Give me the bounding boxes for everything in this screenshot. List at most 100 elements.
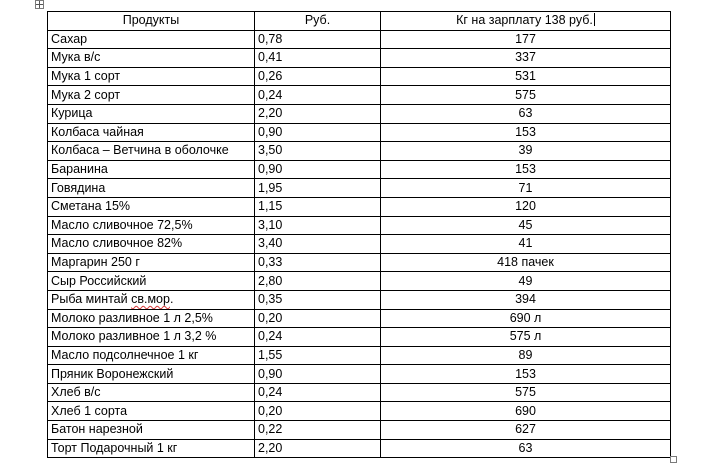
product-cell[interactable]: Колбаса чайная [47,122,255,143]
amount-cell[interactable]: 690 л [380,308,671,329]
amount-cell[interactable]: 575 [380,85,671,105]
table-row: Масло сливочное 72,5% 3,10 45 [47,215,671,236]
amount-cell[interactable]: 71 [380,178,671,198]
product-cell[interactable]: Масло подсолнечное 1 кг [47,345,255,366]
table-row: Сыр Российский 2,80 49 [47,271,671,291]
price-cell[interactable]: 0,35 [254,289,381,310]
price-cell[interactable]: 3,10 [254,215,381,236]
amount-cell[interactable]: 49 [380,271,671,291]
header-amount[interactable]: Кг на зарплату 138 руб. [380,11,671,31]
amount-cell[interactable]: 531 [380,66,671,87]
amount-cell[interactable]: 153 [380,122,671,143]
amount-cell[interactable]: 120 [380,196,671,217]
amount-cell[interactable]: 153 [380,364,671,384]
price-cell[interactable]: 1,15 [254,196,381,217]
price-cell[interactable]: 0,22 [254,420,381,440]
table-row: Говядина 1,95 71 [47,178,671,198]
amount-cell[interactable]: 39 [380,141,671,161]
header-price[interactable]: Руб. [254,11,381,31]
table-row: Масло подсолнечное 1 кг 1,55 89 [47,345,671,366]
header-products[interactable]: Продукты [47,11,255,31]
product-cell[interactable]: Баранина [47,159,255,180]
move-icon [36,1,43,8]
amount-cell[interactable]: 627 [380,420,671,440]
table-row: Маргарин 250 г 0,33 418 пачек [47,252,671,273]
amount-cell[interactable]: 575 [380,382,671,403]
amount-cell[interactable]: 45 [380,215,671,236]
price-cell[interactable]: 0,24 [254,327,381,347]
price-cell[interactable]: 0,90 [254,159,381,180]
amount-cell[interactable]: 89 [380,345,671,366]
price-cell[interactable]: 2,20 [254,438,381,459]
table-row: Масло сливочное 82% 3,40 41 [47,234,671,254]
table-row: Колбаса – Ветчина в оболочке 3,50 39 [47,141,671,161]
table-move-handle[interactable] [35,0,44,9]
table-row: Рыба минтай св.мор. 0,35 394 [47,289,671,310]
table-row: Баранина 0,90 153 [47,159,671,180]
price-cell[interactable]: 0,90 [254,122,381,143]
product-cell[interactable]: Говядина [47,178,255,198]
product-cell[interactable]: Мука 2 сорт [47,85,255,105]
amount-cell[interactable]: 690 [380,401,671,422]
price-cell[interactable]: 0,24 [254,382,381,403]
price-cell[interactable]: 0,26 [254,66,381,87]
misspelled-word: св.мор [131,292,170,307]
product-cell[interactable]: Батон нарезной [47,420,255,440]
product-cell[interactable]: Сахар [47,29,255,50]
product-cell[interactable]: Сыр Российский [47,271,255,291]
amount-cell[interactable]: 41 [380,234,671,254]
table-row: Батон нарезной 0,22 627 [47,420,671,440]
table-row: Пряник Воронежский 0,90 153 [47,364,671,384]
amount-cell[interactable]: 177 [380,29,671,50]
product-text-suffix: . [169,292,174,307]
amount-cell[interactable]: 63 [380,103,671,124]
table-row: Молоко разливное 1 л 2,5% 0,20 690 л [47,308,671,329]
amount-cell[interactable]: 418 пачек [380,252,671,273]
product-cell[interactable]: Мука 1 сорт [47,66,255,87]
amount-cell[interactable]: 63 [380,438,671,459]
price-cell[interactable]: 0,24 [254,85,381,105]
price-cell[interactable]: 1,55 [254,345,381,366]
table-row: Мука 2 сорт 0,24 575 [47,85,671,105]
table-row: Молоко разливное 1 л 3,2 % 0,24 575 л [47,327,671,347]
price-cell[interactable]: 0,90 [254,364,381,384]
price-cell[interactable]: 3,50 [254,141,381,161]
table-row: Сметана 15% 1,15 120 [47,196,671,217]
price-cell[interactable]: 0,33 [254,252,381,273]
price-cell[interactable]: 3,40 [254,234,381,254]
product-cell[interactable]: Масло сливочное 82% [47,234,255,254]
table-header-row: Продукты Руб. Кг на зарплату 138 руб. [47,11,671,31]
product-cell[interactable]: Молоко разливное 1 л 2,5% [47,308,255,329]
product-cell[interactable]: Хлеб в/с [47,382,255,403]
price-cell[interactable]: 0,20 [254,401,381,422]
price-cell[interactable]: 1,95 [254,178,381,198]
amount-cell[interactable]: 337 [380,48,671,68]
table-row: Курица 2,20 63 [47,103,671,124]
table-row: Мука 1 сорт 0,26 531 [47,66,671,87]
product-cell[interactable]: Колбаса – Ветчина в оболочке [47,141,255,161]
product-cell[interactable]: Мука в/с [47,48,255,68]
product-cell[interactable]: Курица [47,103,255,124]
price-table: Продукты Руб. Кг на зарплату 138 руб. Са… [47,11,671,459]
product-cell[interactable]: Торт Подарочный 1 кг [47,438,255,459]
product-cell[interactable]: Молоко разливное 1 л 3,2 % [47,327,255,347]
price-cell[interactable]: 2,20 [254,103,381,124]
product-cell[interactable]: Пряник Воронежский [47,364,255,384]
amount-cell[interactable]: 153 [380,159,671,180]
price-cell[interactable]: 0,20 [254,308,381,329]
price-cell[interactable]: 0,78 [254,29,381,50]
table-row: Мука в/с 0,41 337 [47,48,671,68]
product-cell[interactable]: Масло сливочное 72,5% [47,215,255,236]
product-cell[interactable]: Сметана 15% [47,196,255,217]
product-cell[interactable]: Хлеб 1 сорта [47,401,255,422]
table-row: Хлеб в/с 0,24 575 [47,382,671,403]
amount-cell[interactable]: 394 [380,289,671,310]
table-resize-handle[interactable] [670,456,677,463]
price-cell[interactable]: 0,41 [254,48,381,68]
amount-cell[interactable]: 575 л [380,327,671,347]
price-cell[interactable]: 2,80 [254,271,381,291]
product-text: Рыба минтай [51,292,132,307]
product-cell[interactable]: Рыба минтай св.мор. [47,289,255,310]
product-cell[interactable]: Маргарин 250 г [47,252,255,273]
table-row: Хлеб 1 сорта 0,20 690 [47,401,671,422]
